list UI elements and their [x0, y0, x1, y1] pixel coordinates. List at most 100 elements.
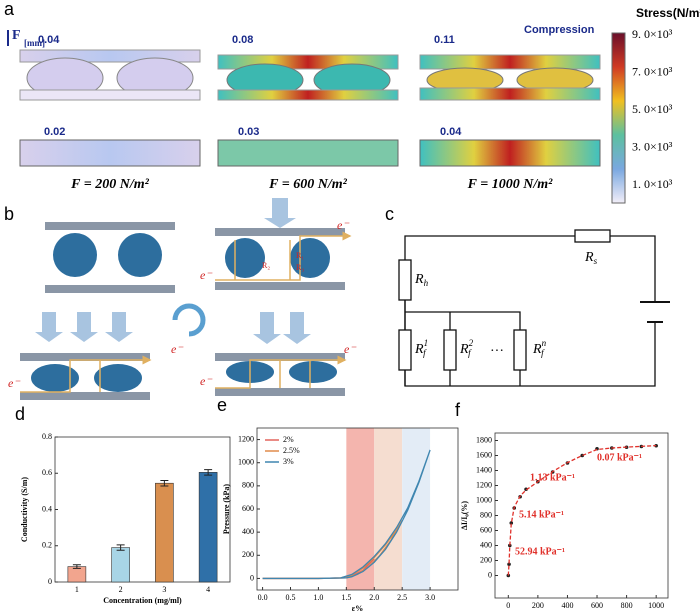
- displacement-label: 0.11: [434, 34, 455, 46]
- x-tick-label: 0: [506, 601, 510, 610]
- resistor-label: R1 f: [414, 338, 428, 358]
- panel-c: c Rh Rs R1 f R2 f Rn f ···: [385, 204, 670, 387]
- displacement-label: 0.04: [38, 34, 60, 46]
- panel-label: a: [4, 0, 15, 19]
- y-tick-label: 0.4: [42, 504, 52, 513]
- y-tick-label: 200: [242, 550, 254, 559]
- colorbar-tick: 9. 0×10³: [632, 27, 673, 41]
- y-tick-label: 600: [242, 504, 254, 513]
- x-tick-label: 0.0: [258, 593, 268, 602]
- y-tick-label: 0.8: [42, 432, 52, 441]
- x-tick-label: 4: [206, 585, 210, 594]
- r-label: R₂: [262, 261, 270, 270]
- chart-e: e 0 200 400 600 800 1000 1200 0.0 0.5 1.0 1.5 2.0 2.5…: [217, 395, 459, 613]
- error-bar: [204, 469, 213, 476]
- y-tick-label: 400: [480, 540, 492, 549]
- displacement-label: 0.08: [232, 34, 253, 46]
- error-bar: [72, 564, 81, 569]
- x-tick-label: 200: [532, 601, 544, 610]
- x-axis-label: Concentration (mg/ml): [103, 596, 182, 605]
- ellipsis: ···: [490, 344, 504, 359]
- y-tick-label: 1800: [476, 435, 492, 444]
- x-tick-label: 0.5: [286, 593, 296, 602]
- y-tick-label: 1200: [476, 480, 492, 489]
- force-label: F = 600 N/m²: [268, 177, 347, 192]
- x-tick-label: 800: [621, 601, 633, 610]
- y-tick-label: 1000: [476, 495, 492, 504]
- electron: e⁻: [200, 374, 213, 388]
- x-tick-label: 2.0: [369, 593, 379, 602]
- y-tick-label: 400: [242, 527, 254, 536]
- strip: [217, 139, 399, 167]
- band: [374, 428, 403, 590]
- y-axis-label: Conductivity (S/m): [20, 477, 29, 542]
- resistor-label: Rh: [414, 272, 429, 288]
- x-tick-label: 3: [162, 585, 166, 594]
- y-tick-label: 0: [48, 577, 52, 586]
- resistor-label: R2 f: [459, 338, 474, 358]
- electron: e⁻: [8, 376, 21, 390]
- slope-label: 1.13 kPa⁻¹: [530, 472, 575, 483]
- y-tick-label: 0: [250, 573, 254, 582]
- panel-label: c: [385, 204, 394, 224]
- error-bar: [116, 544, 125, 551]
- displacement-label: 0.02: [44, 126, 65, 138]
- panel-label: d: [15, 404, 25, 424]
- displacement-label: 0.03: [238, 126, 259, 138]
- strip: [19, 139, 201, 167]
- panel-label: e: [217, 395, 227, 415]
- error-bar: [160, 480, 169, 487]
- chart-f: f 0 200 400 600 800 1000 1200 1400 1600 1800 0 200 40…: [455, 400, 669, 613]
- x-tick-label: 2: [119, 585, 123, 594]
- y-tick-label: 800: [242, 481, 254, 490]
- force-label: F = 200 N/m²: [70, 177, 149, 192]
- electron: e⁻: [171, 342, 184, 356]
- sim-1000: [419, 54, 601, 101]
- colorbar: [611, 32, 626, 204]
- r-label: R₁: [296, 251, 304, 260]
- y-axis-label: ΔI/I₀(%): [460, 501, 469, 531]
- y-tick-label: 1000: [238, 458, 254, 467]
- x-tick-label: 400: [561, 601, 573, 610]
- colorbar-tick: 7. 0×10³: [632, 64, 673, 78]
- colorbar-tick: 5. 0×10³: [632, 102, 673, 116]
- y-tick-label: 0: [488, 570, 492, 579]
- slope-label: 52.94 kPa⁻¹: [515, 546, 565, 557]
- y-axis-label: Pressure (kPa): [222, 484, 231, 534]
- panel-a: a F [mm] Stress(N/m²): [4, 0, 700, 204]
- x-tick-label: 1.0: [313, 593, 323, 602]
- resistor-label: Rs: [584, 250, 598, 266]
- strip: [419, 139, 601, 167]
- x-tick-label: 1: [75, 585, 79, 594]
- y-tick-label: 600: [480, 525, 492, 534]
- slope-label: 5.14 kPa⁻¹: [519, 509, 564, 520]
- x-tick-label: 1000: [648, 601, 664, 610]
- y-tick-label: 200: [480, 555, 492, 564]
- chart-d: d 0 0.2 0.4 0.6 0.8 Concentration (mg/ml) Condu…: [15, 404, 231, 605]
- x-tick-label: 1.5: [341, 593, 351, 602]
- electron: e⁻: [337, 218, 350, 232]
- colorbar-tick: 3. 0×10³: [632, 139, 673, 153]
- point: [509, 521, 514, 525]
- panel-label: b: [4, 204, 14, 224]
- x-tick-label: 2.5: [397, 593, 407, 602]
- electron: e⁻: [200, 268, 213, 282]
- legend-label: 2%: [283, 435, 294, 444]
- legend-label: 2.5%: [283, 446, 300, 455]
- x-axis-label: ε%: [352, 604, 363, 613]
- legend-label: 3%: [283, 457, 294, 466]
- slope-label: 0.07 kPa⁻¹: [597, 452, 642, 463]
- y-tick-label: 1600: [476, 450, 492, 459]
- point: [507, 562, 511, 567]
- compression-label: Compression: [524, 24, 595, 36]
- force-symbol: F: [12, 28, 21, 43]
- bar: [155, 482, 174, 583]
- y-tick-label: 1400: [476, 465, 492, 474]
- y-tick-label: 0.2: [42, 541, 52, 550]
- force-label: F = 1000 N/m²: [467, 177, 553, 192]
- x-tick-label: 3.0: [425, 593, 435, 602]
- bar: [198, 472, 218, 583]
- sim-600: [217, 54, 399, 101]
- electron: e⁻: [344, 342, 357, 356]
